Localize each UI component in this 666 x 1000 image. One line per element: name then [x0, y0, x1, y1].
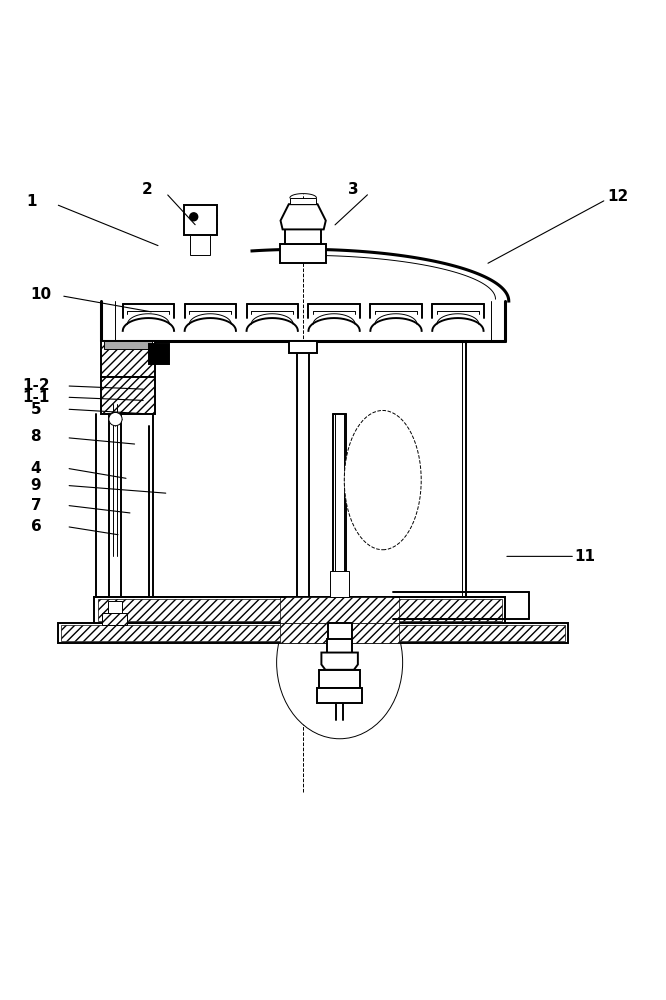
Bar	[330, 571, 349, 597]
Bar	[104, 341, 152, 349]
Text: 8: 8	[31, 429, 41, 444]
Bar	[101, 377, 155, 414]
Bar	[97, 599, 502, 621]
Text: 1-2: 1-2	[22, 378, 50, 393]
Text: 6: 6	[31, 519, 41, 534]
Bar	[190, 235, 210, 255]
Text: 1-1: 1-1	[22, 390, 49, 405]
Bar	[289, 341, 317, 353]
Bar	[317, 688, 362, 703]
Bar	[280, 244, 326, 263]
Ellipse shape	[344, 410, 421, 550]
Bar	[61, 625, 565, 641]
Bar	[102, 613, 127, 625]
Text: 12: 12	[607, 189, 629, 204]
Bar	[58, 623, 569, 643]
Text: 1: 1	[26, 194, 37, 209]
Text: 2: 2	[142, 182, 153, 197]
Text: 3: 3	[348, 182, 358, 197]
Text: 11: 11	[575, 549, 595, 564]
Bar	[95, 597, 505, 623]
Bar	[149, 344, 168, 364]
Bar	[184, 205, 217, 235]
Bar	[328, 623, 352, 644]
Bar	[290, 198, 316, 204]
Text: 7: 7	[31, 498, 41, 513]
Text: 10: 10	[31, 287, 52, 302]
Bar	[285, 229, 322, 244]
Bar	[153, 341, 466, 597]
Ellipse shape	[276, 586, 403, 739]
Text: 9: 9	[31, 478, 41, 493]
Bar	[327, 639, 352, 653]
Circle shape	[190, 213, 198, 221]
Text: 4: 4	[31, 461, 41, 476]
Bar	[101, 341, 155, 377]
Bar	[319, 670, 360, 688]
Polygon shape	[280, 204, 326, 229]
Circle shape	[109, 412, 122, 426]
Bar	[107, 601, 122, 613]
Polygon shape	[322, 653, 358, 670]
Bar	[280, 597, 400, 623]
Text: 5: 5	[31, 402, 41, 417]
Bar	[280, 623, 400, 643]
